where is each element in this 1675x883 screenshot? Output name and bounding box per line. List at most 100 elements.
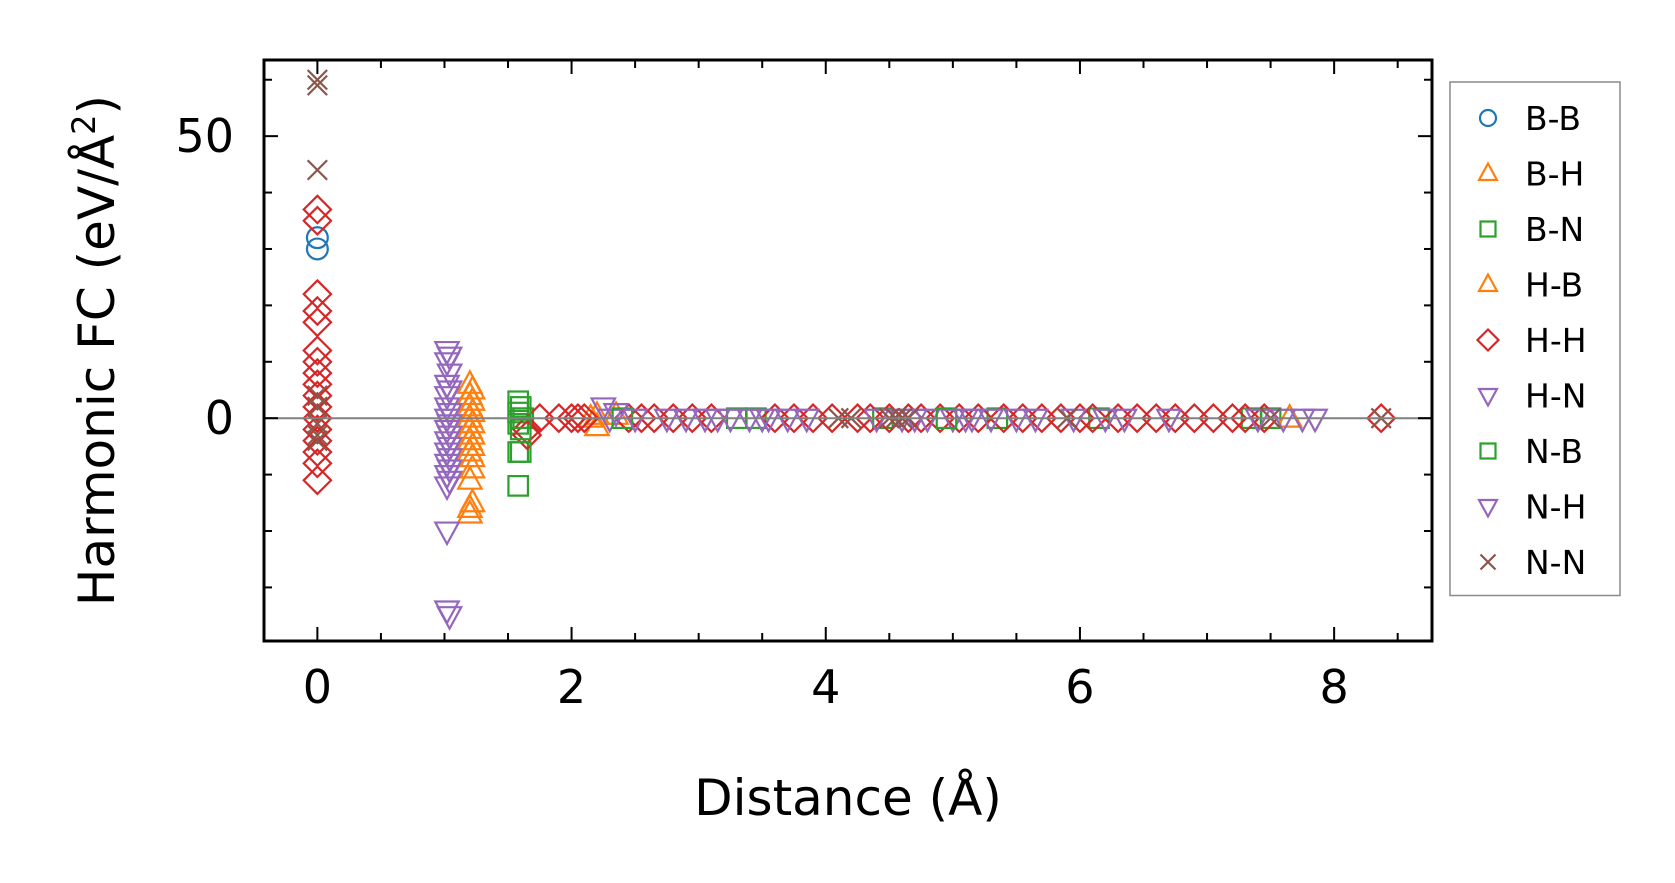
x-tick-label: 8	[1319, 660, 1348, 714]
tick-labels: 0 2 4 6 8 0 50	[175, 109, 1348, 714]
data-point	[774, 408, 802, 434]
data-point	[302, 205, 333, 236]
data-point	[672, 408, 700, 434]
data-point	[863, 408, 891, 434]
y-axis-label-superscript: 2	[65, 114, 103, 134]
data-point	[1276, 402, 1304, 428]
legend-label: H-B	[1525, 266, 1583, 305]
legend-label: H-N	[1525, 377, 1586, 416]
data-point	[509, 418, 532, 441]
legend-label: N-H	[1525, 488, 1586, 527]
data-point	[1002, 408, 1030, 434]
x-tick-label: 4	[811, 660, 840, 714]
data-point	[436, 470, 464, 496]
data-point	[458, 442, 486, 468]
series-n-b	[509, 396, 958, 463]
data-point	[302, 307, 333, 338]
data-point	[306, 424, 328, 446]
data-point	[302, 335, 333, 366]
data-point	[793, 408, 821, 434]
data-point	[306, 159, 328, 181]
data-point	[302, 391, 333, 423]
legend-marker	[1477, 272, 1499, 293]
legend-label: B-B	[1525, 99, 1581, 138]
data-point	[306, 430, 328, 452]
y-tick-label: 0	[205, 391, 234, 445]
data-point	[302, 346, 333, 377]
data-point	[509, 396, 532, 418]
legend-label: N-B	[1525, 432, 1583, 471]
data-point	[1365, 402, 1397, 434]
data-point	[302, 357, 333, 389]
data-point	[1269, 408, 1297, 434]
data-point	[306, 385, 328, 407]
data-point	[433, 521, 461, 547]
data-point	[436, 346, 464, 372]
series-n-h	[436, 346, 1272, 631]
data-point	[977, 408, 1005, 434]
data-point	[302, 380, 333, 411]
data-point	[1217, 402, 1248, 434]
data-point	[952, 408, 980, 434]
series-b-b	[305, 226, 329, 261]
data-point	[1301, 408, 1329, 434]
series-h-n	[433, 340, 1329, 626]
legend-marker	[1479, 553, 1497, 571]
y-tick-label: 50	[175, 109, 234, 163]
data-point	[302, 448, 333, 479]
x-axis-label: Distance (Å)	[694, 769, 1002, 827]
data-point	[507, 475, 530, 497]
x-tick-label: 0	[303, 660, 332, 714]
data-point	[1110, 408, 1138, 434]
data-point	[302, 369, 333, 400]
data-point	[653, 408, 681, 434]
data-point	[302, 278, 333, 310]
data-point	[901, 408, 929, 434]
data-point	[306, 74, 328, 96]
data-point	[306, 396, 328, 418]
data-point	[621, 408, 649, 434]
data-point	[509, 441, 532, 463]
y-axis-label: Harmonic FC (eV/Å2)	[65, 95, 126, 606]
data-point	[748, 408, 776, 434]
data-point	[1060, 408, 1088, 434]
data-point	[458, 453, 486, 479]
data-point	[436, 380, 464, 406]
data-point	[507, 401, 530, 424]
legend-item: H-H	[1475, 321, 1587, 360]
legend-label: B-H	[1525, 155, 1584, 194]
legend-marker	[1479, 220, 1497, 238]
series-b-n	[507, 390, 1282, 497]
legend-item: N-N	[1479, 543, 1586, 582]
data-point	[1244, 408, 1272, 434]
data-point	[1091, 408, 1119, 434]
legend-marker	[1477, 387, 1499, 408]
data-point	[507, 390, 530, 413]
legend-label: N-N	[1525, 543, 1586, 582]
x-tick-label: 6	[1065, 660, 1094, 714]
data-point	[305, 237, 329, 261]
legend-item: H-N	[1477, 377, 1586, 416]
data-point	[562, 402, 594, 434]
data-point	[458, 487, 486, 513]
series-h-b	[458, 374, 1304, 513]
data-point	[1155, 408, 1183, 434]
legend-item: N-H	[1477, 488, 1586, 527]
data-point	[302, 465, 333, 496]
data-point	[963, 402, 994, 434]
y-axis-label-main: Harmonic FC (eV/Å	[68, 135, 126, 606]
data-point	[569, 402, 600, 434]
data-point	[556, 402, 587, 434]
legend-item: B-H	[1477, 155, 1584, 194]
data-point	[596, 408, 624, 434]
legend-item: B-B	[1478, 99, 1581, 138]
data-point	[436, 363, 464, 389]
legend-marker	[1478, 108, 1498, 128]
data-point	[602, 402, 630, 428]
data-point	[583, 400, 611, 425]
data-points	[302, 69, 1397, 631]
y-axis-label-close: )	[68, 95, 126, 115]
data-point	[302, 295, 333, 327]
data-point	[436, 606, 464, 631]
